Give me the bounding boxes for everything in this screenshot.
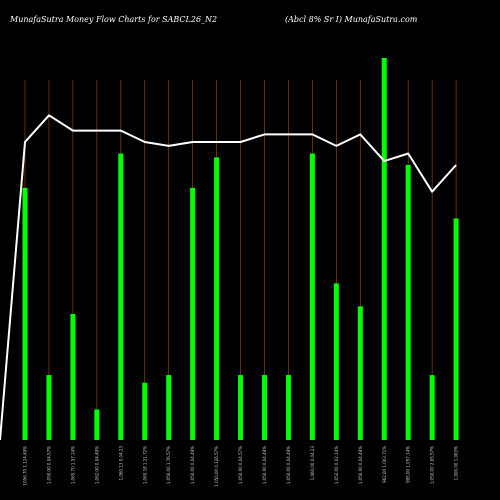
- x-tick-label: 1056.70 1.124.49%: [23, 446, 28, 486]
- x-tick-label: 1,065.70 1.57.14%: [70, 446, 75, 484]
- money-flow-bar: [381, 58, 387, 440]
- x-tick-label: 1,050.00 0.04.49%: [262, 446, 267, 484]
- money-flow-bar: [262, 375, 267, 440]
- x-tick-label: 1,050.00 0.126.57%: [214, 446, 219, 487]
- x-tick-label: 1,050.00 0.04.49%: [286, 446, 291, 484]
- x-tick-label: 1,060.00 0.04.23: [310, 446, 315, 481]
- money-flow-bar: [405, 164, 411, 440]
- chart-title: MunafaSutra Money Flow Charts for SABCL2…: [10, 15, 218, 24]
- x-tick-label: 1,050.00 2.65.57%: [430, 446, 435, 484]
- x-tick-label: 1,050.00 0.04.57%: [238, 446, 243, 484]
- money-flow-bar: [309, 153, 315, 440]
- x-tick-label: 1,060.18 1.21.72%: [142, 446, 147, 484]
- money-flow-bar: [238, 375, 244, 440]
- money-flow-bar: [214, 157, 220, 440]
- money-flow-bar: [429, 375, 435, 440]
- x-tick-label: 962.00 1.003.71%: [382, 446, 387, 483]
- money-flow-bar: [22, 187, 28, 440]
- flow-line: [0, 114, 457, 441]
- chart-subtitle: (Abcl 8% Sr I) MunafaSutra.com: [285, 15, 418, 24]
- money-flow-line: [0, 114, 457, 441]
- money-flow-bar: [70, 313, 76, 440]
- x-tick-label: 1,060.13 0.04.23: [118, 446, 123, 481]
- money-flow-bar: [94, 409, 100, 440]
- x-tick-label: 1,050.00 0.04.57%: [46, 446, 51, 484]
- x-tick-label: 995.00 1.057.14%: [406, 446, 411, 483]
- bars: [22, 58, 459, 440]
- money-flow-bar: [357, 306, 363, 440]
- money-flow-bar: [285, 375, 291, 440]
- money-flow-bar: [166, 375, 172, 440]
- money-flow-bar: [142, 382, 148, 440]
- money-flow-bar: [46, 375, 52, 440]
- money-flow-bar: [453, 218, 459, 440]
- x-tick-labels: 1056.70 1.124.49% 1,050.00 0.04.57% 1,065.…: [23, 446, 459, 487]
- money-flow-bar: [333, 283, 339, 440]
- x-tick-label: 1,050.00 0.04.49%: [190, 446, 195, 484]
- money-flow-bar: [118, 153, 124, 440]
- x-tick-label: 1,056.00 1.76.57%: [166, 446, 171, 484]
- x-tick-label: 1,052.00 0.02.14%: [334, 446, 339, 484]
- x-tick-label: 1,056.00 0.04.49%: [358, 446, 363, 484]
- x-tick-label: 1,062.00 0.04.49%: [94, 446, 99, 484]
- x-tick-label: 1,000.00 1.063%: [454, 446, 459, 481]
- money-flow-bar: [190, 187, 196, 440]
